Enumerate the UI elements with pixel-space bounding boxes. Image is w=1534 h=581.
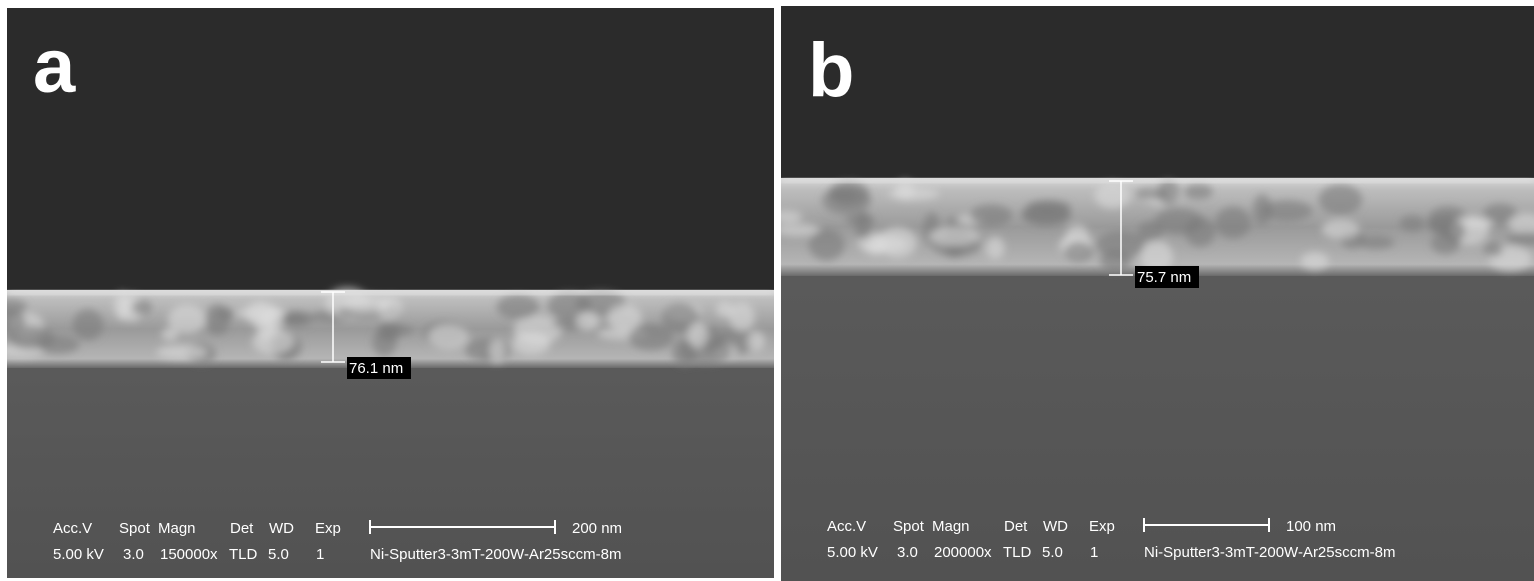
- grain: [512, 332, 550, 355]
- image: [0, 8, 774, 578]
- info-header: Det: [230, 520, 254, 537]
- grain: [809, 229, 845, 261]
- grain: [1301, 252, 1329, 270]
- grain: [970, 205, 1012, 227]
- substrate: [781, 276, 1534, 581]
- scale-label: 200 nm: [572, 520, 622, 537]
- grain: [489, 339, 506, 363]
- grain: [114, 292, 131, 320]
- grain: [372, 328, 396, 356]
- sem-panel: 76.1 nm a Acc.V Spot Magn Det WD Exp 5.00 kV 3.0 1…: [0, 8, 774, 578]
- sample-name: Ni-Sputter3-3mT-200W-Ar25sccm-8m: [370, 546, 621, 563]
- info-value: 5.0: [268, 546, 289, 563]
- grain: [857, 235, 908, 252]
- info-header: WD: [1043, 518, 1068, 535]
- grain: [608, 304, 642, 330]
- info-header: Spot: [119, 520, 151, 537]
- info-value: TLD: [1003, 544, 1032, 561]
- info-header: Acc.V: [827, 518, 866, 535]
- grain: [845, 215, 875, 226]
- info-value: 1: [1090, 544, 1098, 561]
- page: 76.1 nm a Acc.V Spot Magn Det WD Exp 5.00 kV 3.0 1…: [0, 0, 1534, 581]
- info-header: Det: [1004, 518, 1028, 535]
- film-top-edge: [7, 290, 774, 295]
- grain: [729, 302, 755, 331]
- grain: [161, 328, 178, 341]
- image: [770, 6, 1534, 581]
- info-header: WD: [269, 520, 294, 537]
- grain: [576, 312, 599, 331]
- grain: [1322, 219, 1360, 238]
- grain: [236, 306, 286, 320]
- info-header: Magn: [158, 520, 196, 537]
- info-value: 5.00 kV: [53, 546, 104, 563]
- grain: [1065, 241, 1093, 261]
- panel-label: a: [33, 24, 76, 109]
- grain: [747, 331, 765, 351]
- grain: [822, 186, 871, 214]
- grain: [428, 324, 468, 349]
- grain: [1095, 183, 1131, 209]
- grain: [1461, 217, 1493, 229]
- grain: [496, 295, 539, 319]
- info-header: Exp: [315, 520, 341, 537]
- grain: [1157, 180, 1180, 206]
- grain: [1357, 236, 1394, 249]
- info-header: Spot: [893, 518, 925, 535]
- grain: [688, 322, 708, 349]
- info-value: 5.00 kV: [827, 544, 878, 561]
- grain: [37, 335, 79, 353]
- background-dark: [781, 6, 1534, 178]
- info-value: 3.0: [897, 544, 918, 561]
- info-header: Magn: [932, 518, 970, 535]
- grain: [1484, 242, 1503, 257]
- grain: [1400, 216, 1426, 232]
- grain: [1253, 194, 1272, 225]
- grain: [986, 237, 1005, 259]
- info-value: 150000x: [160, 546, 218, 563]
- info-value: 3.0: [123, 546, 144, 563]
- measurement-label: 75.7 nm: [1137, 269, 1191, 286]
- grain: [73, 309, 104, 340]
- measurement-label: 76.1 nm: [349, 360, 403, 377]
- info-value: TLD: [229, 546, 258, 563]
- grain: [252, 329, 294, 354]
- background-dark: [7, 8, 774, 290]
- grain: [628, 324, 673, 350]
- grain: [895, 180, 914, 200]
- grain: [1022, 201, 1071, 226]
- grain: [1185, 217, 1215, 247]
- grain: [344, 295, 391, 313]
- grain: [216, 308, 234, 321]
- grain: [1319, 184, 1363, 215]
- info-header: Acc.V: [53, 520, 92, 537]
- panel-label: b: [808, 28, 854, 113]
- info-value: 5.0: [1042, 544, 1063, 561]
- grain: [929, 227, 979, 246]
- info-value: 1: [316, 546, 324, 563]
- sample-name: Ni-Sputter3-3mT-200W-Ar25sccm-8m: [1144, 544, 1395, 561]
- figure: 76.1 nm a Acc.V Spot Magn Det WD Exp 5.00 kV 3.0 1…: [0, 0, 1534, 581]
- grain: [774, 223, 820, 236]
- grain: [1215, 207, 1250, 239]
- film-top-edge: [781, 178, 1534, 183]
- sem-panel: 75.7 nm b Acc.V Spot Magn Det WD Exp 5.00 kV 3.0 2…: [770, 6, 1534, 581]
- scale-label: 100 nm: [1286, 518, 1336, 535]
- grain: [1184, 184, 1213, 199]
- grain: [770, 211, 802, 223]
- grain: [132, 300, 152, 315]
- grain: [156, 345, 206, 359]
- info-header: Exp: [1089, 518, 1115, 535]
- info-value: 200000x: [934, 544, 992, 561]
